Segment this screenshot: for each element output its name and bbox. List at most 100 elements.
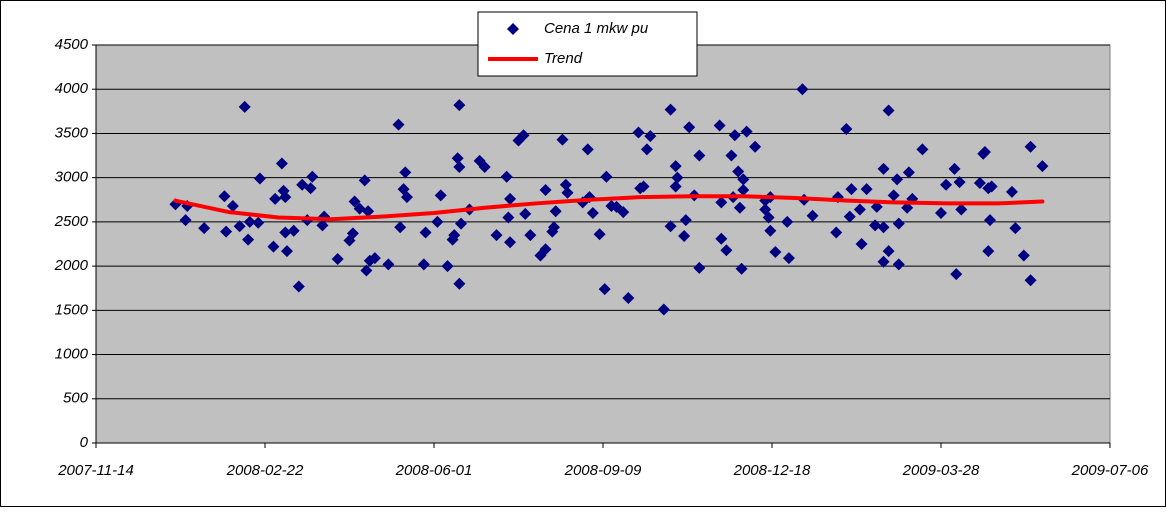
y-tick-label: 2000 bbox=[54, 257, 89, 274]
data-point bbox=[431, 215, 444, 228]
data-point bbox=[715, 232, 728, 245]
data-point bbox=[524, 229, 537, 242]
data-point bbox=[830, 226, 843, 239]
y-tick-label: 3000 bbox=[55, 169, 89, 186]
y-tick-label: 2500 bbox=[54, 213, 89, 230]
y-tick-label: 4000 bbox=[55, 80, 89, 97]
data-point bbox=[539, 184, 552, 197]
data-point bbox=[218, 190, 231, 203]
data-point bbox=[984, 214, 997, 227]
data-point bbox=[455, 217, 468, 230]
data-point bbox=[950, 268, 963, 281]
data-point bbox=[737, 184, 750, 197]
data-point bbox=[238, 100, 251, 113]
data-point bbox=[280, 245, 293, 258]
data-point bbox=[664, 220, 677, 233]
x-tick-label: 2008-12-18 bbox=[733, 462, 811, 479]
data-point bbox=[600, 170, 613, 183]
data-point bbox=[720, 244, 733, 257]
data-point bbox=[392, 118, 405, 131]
data-point bbox=[762, 211, 775, 224]
data-point bbox=[877, 221, 890, 234]
data-point bbox=[669, 180, 682, 193]
data-point bbox=[892, 258, 905, 271]
data-point bbox=[1024, 140, 1037, 153]
data-point bbox=[732, 165, 745, 178]
data-point bbox=[855, 238, 868, 250]
data-point bbox=[891, 173, 904, 186]
data-point bbox=[504, 236, 517, 249]
legend-label: Trend bbox=[544, 50, 583, 67]
data-point bbox=[394, 221, 407, 234]
y-tick-label: 500 bbox=[63, 390, 89, 407]
data-point bbox=[598, 283, 611, 296]
data-point bbox=[547, 221, 560, 234]
data-point bbox=[539, 243, 552, 256]
data-point bbox=[935, 207, 947, 220]
data-point bbox=[267, 240, 280, 253]
data-point bbox=[1036, 160, 1049, 173]
data-point bbox=[500, 170, 513, 183]
plot-area bbox=[95, 44, 1111, 444]
data-point bbox=[331, 253, 344, 266]
data-point bbox=[417, 258, 430, 271]
data-point bbox=[617, 206, 630, 219]
data-point bbox=[843, 210, 856, 223]
data-point bbox=[955, 203, 968, 216]
data-point bbox=[1024, 274, 1037, 287]
data-point bbox=[610, 200, 623, 213]
data-point bbox=[902, 166, 915, 179]
data-point bbox=[399, 166, 412, 179]
data-point bbox=[279, 191, 292, 204]
data-point bbox=[740, 125, 753, 138]
data-point bbox=[782, 252, 795, 265]
data-point bbox=[504, 192, 517, 205]
data-point bbox=[304, 182, 317, 195]
data-point bbox=[671, 171, 684, 184]
data-point bbox=[693, 149, 706, 162]
data-point bbox=[664, 103, 677, 116]
data-point bbox=[287, 224, 300, 237]
data-point bbox=[796, 83, 809, 96]
data-point bbox=[683, 121, 696, 134]
data-point bbox=[940, 178, 953, 191]
data-point bbox=[882, 104, 895, 117]
data-point bbox=[953, 176, 966, 189]
y-tick-label: 4500 bbox=[55, 36, 89, 53]
data-point bbox=[448, 229, 461, 242]
data-point bbox=[877, 162, 890, 175]
data-point bbox=[749, 140, 762, 153]
data-point bbox=[715, 196, 728, 209]
data-point bbox=[806, 209, 819, 222]
data-point bbox=[517, 129, 530, 142]
data-point bbox=[978, 146, 991, 159]
data-point bbox=[678, 230, 691, 243]
data-point bbox=[220, 225, 233, 238]
data-point bbox=[233, 220, 246, 233]
data-point bbox=[306, 170, 319, 183]
x-tick-label: 2008-02-22 bbox=[226, 462, 304, 479]
data-point bbox=[733, 201, 746, 214]
data-point bbox=[916, 143, 929, 156]
data-point bbox=[478, 161, 491, 174]
data-point bbox=[400, 191, 413, 204]
data-point bbox=[441, 260, 454, 273]
data-point bbox=[644, 130, 657, 143]
data-point bbox=[252, 216, 265, 229]
data-point bbox=[887, 189, 900, 202]
y-tick-label: 3500 bbox=[55, 124, 89, 141]
data-point bbox=[556, 133, 569, 146]
data-point bbox=[519, 207, 532, 220]
data-point bbox=[1005, 185, 1018, 198]
data-point bbox=[769, 245, 782, 258]
data-point bbox=[269, 192, 282, 205]
data-point bbox=[360, 264, 373, 277]
data-point bbox=[453, 161, 466, 174]
data-point bbox=[382, 258, 395, 271]
data-point bbox=[870, 200, 883, 213]
data-point bbox=[725, 149, 738, 162]
data-point bbox=[735, 262, 748, 275]
data-point bbox=[275, 157, 288, 170]
data-point bbox=[1017, 249, 1030, 262]
data-point bbox=[561, 186, 574, 199]
